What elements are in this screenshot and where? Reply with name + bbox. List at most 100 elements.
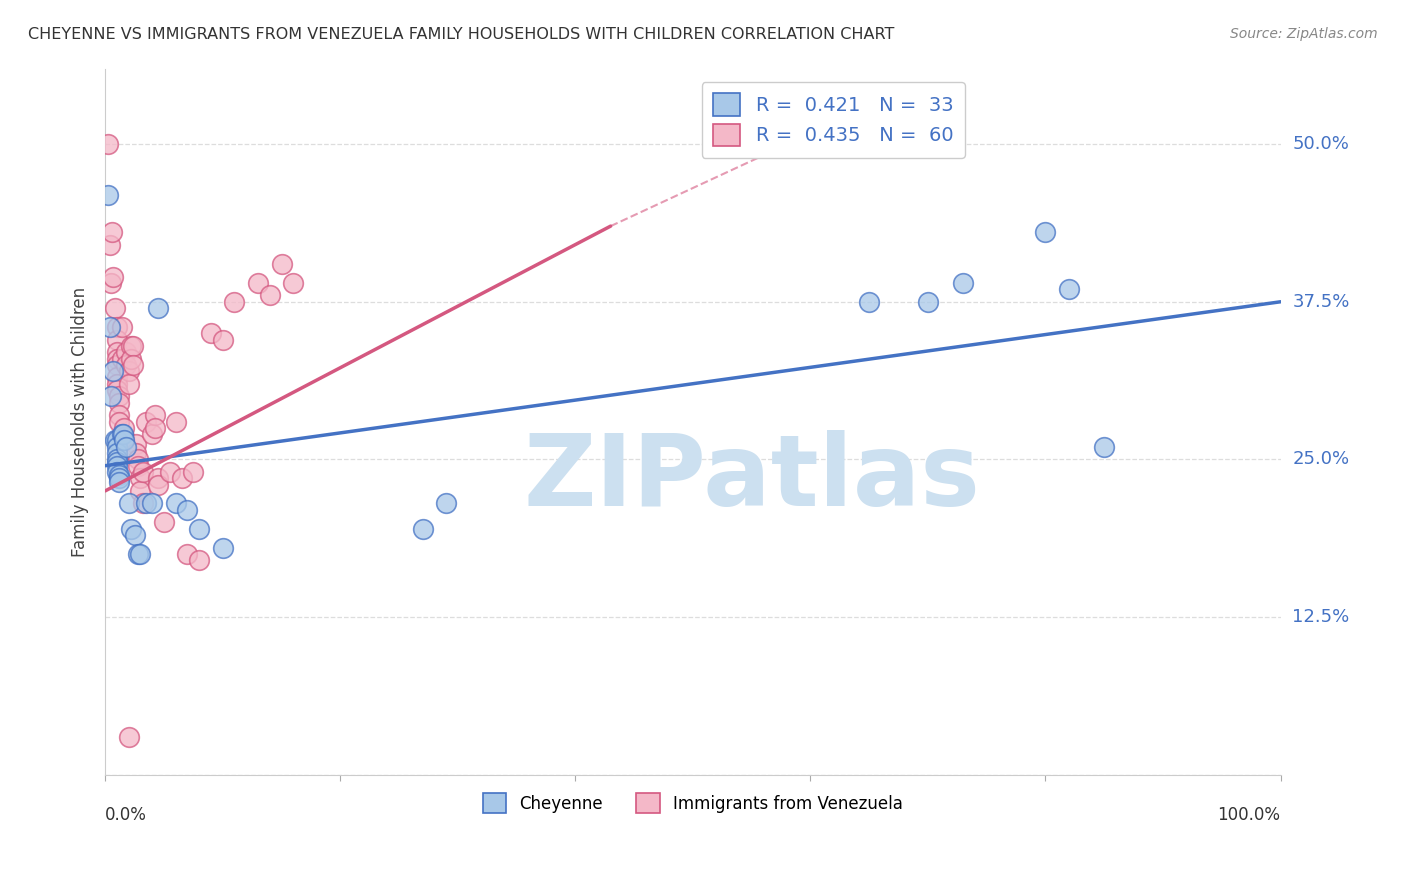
Point — [120, 339, 142, 353]
Point — [135, 496, 157, 510]
Text: ZIPatlas: ZIPatlas — [523, 430, 980, 526]
Point — [108, 395, 131, 409]
Point — [118, 496, 141, 510]
Point — [129, 483, 152, 498]
Point — [127, 458, 149, 473]
Point — [125, 437, 148, 451]
Point — [100, 276, 122, 290]
Point — [141, 496, 163, 510]
Point — [112, 421, 135, 435]
Point — [104, 301, 127, 315]
Point — [118, 376, 141, 391]
Point — [112, 430, 135, 444]
Point — [127, 547, 149, 561]
Point — [111, 427, 134, 442]
Point — [108, 475, 131, 489]
Point — [259, 288, 281, 302]
Point — [105, 351, 128, 366]
Point — [118, 730, 141, 744]
Text: 37.5%: 37.5% — [1292, 293, 1350, 310]
Point — [135, 415, 157, 429]
Point — [105, 376, 128, 391]
Point — [1092, 440, 1115, 454]
Text: 25.0%: 25.0% — [1292, 450, 1350, 468]
Point — [146, 471, 169, 485]
Point — [952, 276, 974, 290]
Point — [127, 452, 149, 467]
Point — [1035, 226, 1057, 240]
Point — [270, 257, 292, 271]
Point — [98, 238, 121, 252]
Point — [247, 276, 270, 290]
Point — [165, 496, 187, 510]
Point — [176, 547, 198, 561]
Point — [115, 345, 138, 359]
Point — [101, 226, 124, 240]
Point — [118, 364, 141, 378]
Text: 0.0%: 0.0% — [105, 806, 148, 824]
Point — [143, 421, 166, 435]
Point — [111, 351, 134, 366]
Point — [97, 137, 120, 152]
Point — [105, 333, 128, 347]
Point — [104, 434, 127, 448]
Point — [111, 427, 134, 442]
Point — [153, 516, 176, 530]
Text: 12.5%: 12.5% — [1292, 608, 1350, 626]
Point — [224, 294, 246, 309]
Point — [211, 333, 233, 347]
Point — [105, 358, 128, 372]
Point — [105, 345, 128, 359]
Point — [141, 427, 163, 442]
Point — [100, 389, 122, 403]
Point — [108, 471, 131, 485]
Point — [165, 415, 187, 429]
Point — [105, 434, 128, 448]
Y-axis label: Family Households with Children: Family Households with Children — [72, 286, 89, 557]
Point — [111, 320, 134, 334]
Point — [105, 452, 128, 467]
Point — [170, 471, 193, 485]
Point — [105, 465, 128, 479]
Point — [122, 358, 145, 372]
Point — [129, 471, 152, 485]
Point — [412, 522, 434, 536]
Point — [105, 370, 128, 384]
Point — [143, 409, 166, 423]
Point — [103, 364, 125, 378]
Point — [120, 351, 142, 366]
Point — [183, 465, 205, 479]
Point — [105, 383, 128, 397]
Point — [103, 269, 125, 284]
Text: 50.0%: 50.0% — [1292, 136, 1350, 153]
Point — [108, 389, 131, 403]
Point — [159, 465, 181, 479]
Legend: Cheyenne, Immigrants from Venezuela: Cheyenne, Immigrants from Venezuela — [472, 783, 912, 822]
Point — [108, 415, 131, 429]
Point — [211, 541, 233, 555]
Point — [105, 440, 128, 454]
Point — [115, 440, 138, 454]
Point — [132, 496, 155, 510]
Point — [283, 276, 305, 290]
Text: Source: ZipAtlas.com: Source: ZipAtlas.com — [1230, 27, 1378, 41]
Point — [122, 339, 145, 353]
Point — [120, 522, 142, 536]
Point — [105, 458, 128, 473]
Point — [129, 547, 152, 561]
Point — [97, 187, 120, 202]
Point — [858, 294, 880, 309]
Point — [108, 409, 131, 423]
Text: CHEYENNE VS IMMIGRANTS FROM VENEZUELA FAMILY HOUSEHOLDS WITH CHILDREN CORRELATIO: CHEYENNE VS IMMIGRANTS FROM VENEZUELA FA… — [28, 27, 894, 42]
Point — [200, 326, 222, 341]
Point — [146, 301, 169, 315]
Point — [115, 358, 138, 372]
Text: 100.0%: 100.0% — [1218, 806, 1281, 824]
Point — [917, 294, 939, 309]
Point — [105, 320, 128, 334]
Point — [434, 496, 457, 510]
Point — [98, 320, 121, 334]
Point — [124, 528, 146, 542]
Point — [188, 553, 211, 567]
Point — [105, 455, 128, 469]
